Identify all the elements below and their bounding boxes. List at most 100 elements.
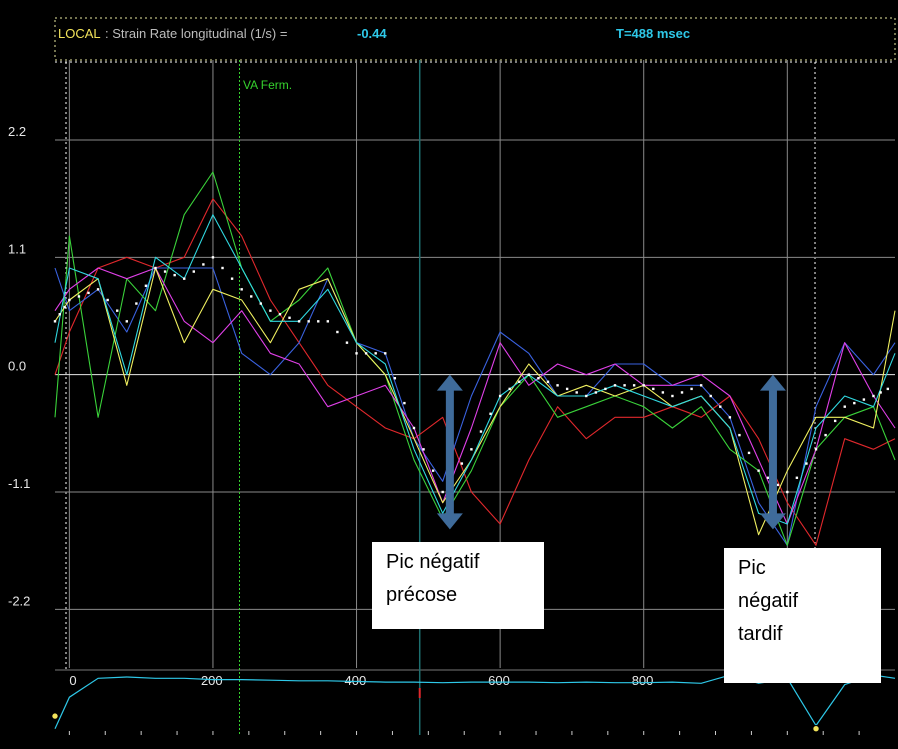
mean-dot (431, 469, 435, 472)
mean-dot (862, 398, 866, 401)
mean-dot (489, 412, 492, 415)
mean-dot (106, 298, 109, 302)
mean-dot (833, 419, 837, 423)
mean-dot (814, 448, 818, 451)
mean-dot (604, 387, 607, 391)
mean-dot (738, 433, 741, 437)
mean-dot (872, 394, 875, 398)
segment-curve-0 (54, 198, 896, 546)
mean-dot (719, 405, 722, 408)
mean-dot (518, 380, 521, 383)
mean-dot (240, 288, 243, 291)
mean-dot (690, 387, 693, 391)
mean-dot (154, 266, 157, 270)
mean-dot (632, 384, 636, 387)
mean-dot (364, 352, 368, 355)
mean-dot (326, 320, 330, 323)
measure-value: -0.44 (357, 26, 387, 41)
local-label: LOCAL (58, 26, 101, 41)
mean-dot (556, 384, 559, 387)
callout-early-line1: Pic négatif (386, 551, 480, 573)
mean-dot (699, 384, 703, 387)
mean-dot (671, 394, 674, 398)
mean-dot (317, 320, 320, 323)
x-tick-label-0: 0 (69, 673, 76, 688)
mean-dot (479, 430, 483, 433)
callout-late-line2: négatif (738, 590, 799, 612)
mean-dot (886, 387, 890, 391)
mean-dot (125, 320, 128, 323)
mean-dot (642, 384, 645, 387)
mean-dot (183, 277, 186, 280)
time-readout: T=488 msec (616, 26, 691, 41)
mean-dot (393, 377, 397, 380)
mean-dot (307, 320, 310, 323)
mean-dot (96, 288, 100, 291)
mean-dot (163, 270, 167, 273)
mean-dot (585, 394, 588, 398)
y-tick-label-3: -1.1 (8, 476, 30, 491)
mean-dot (470, 448, 473, 451)
x-tick-label-4: 800 (632, 673, 654, 688)
y-tick-label-0: 2.2 (8, 124, 26, 139)
mean-dot (269, 309, 272, 312)
mean-dot (441, 490, 444, 494)
mean-dot (77, 295, 81, 298)
mean-dot (53, 320, 57, 323)
mean-dot (116, 309, 119, 312)
double-arrow-head-bottom-0 (436, 513, 463, 530)
mean-dot (202, 263, 205, 266)
mean-dot (728, 416, 732, 419)
mean-dot (623, 384, 626, 387)
callout-late-line1: Pic (738, 557, 766, 579)
callout-early-line2: précose (386, 584, 458, 606)
measure-label: : Strain Rate longitudinal (1/s) = (105, 26, 288, 41)
mean-dot (144, 284, 148, 287)
mean-dot (221, 266, 224, 270)
mean-dot (192, 270, 196, 273)
mean-dot (680, 391, 684, 394)
x-tick-label-1: 200 (201, 673, 223, 688)
mean-dot (173, 273, 176, 277)
mean-dot (250, 295, 253, 298)
callout-late-line3: tardif (738, 623, 783, 645)
mean-dot (795, 476, 799, 479)
mean-dot (565, 387, 569, 391)
ecg-marker-dot-0 (51, 712, 59, 720)
mean-dot (766, 476, 770, 479)
mean-dot (230, 277, 234, 280)
mean-dot (355, 352, 358, 355)
double-arrow-head-top-1 (759, 374, 786, 391)
mean-dot (68, 298, 71, 302)
mean-dot (661, 391, 665, 394)
mean-dot (58, 313, 61, 316)
mean-dot (709, 394, 712, 398)
mean-dot (853, 401, 856, 405)
mean-dot (412, 426, 416, 430)
mean-dot (345, 341, 349, 344)
segment-curve-1 (54, 267, 896, 546)
mean-dot (786, 490, 789, 494)
mean-dot (594, 391, 598, 394)
mean-dot (403, 401, 406, 405)
mean-dot (422, 448, 425, 451)
mean-dot (537, 377, 540, 380)
mean-dot (575, 391, 578, 394)
mean-dot (278, 313, 282, 316)
mean-dot (288, 316, 291, 319)
x-tick-label-3: 600 (488, 673, 510, 688)
mean-dot (259, 302, 263, 305)
segment-curve-3 (54, 267, 896, 525)
mean-dot (374, 352, 377, 355)
mean-dot (843, 405, 846, 408)
header-frame (54, 17, 896, 61)
mean-dot (508, 387, 511, 391)
y-tick-label-2: 0.0 (8, 359, 26, 374)
mean-dot (211, 256, 215, 259)
mean-dot (498, 394, 502, 398)
mean-dot (652, 387, 655, 391)
y-tick-label-1: 1.1 (8, 241, 26, 256)
mean-dot (824, 433, 827, 437)
mean-dot (87, 291, 90, 295)
